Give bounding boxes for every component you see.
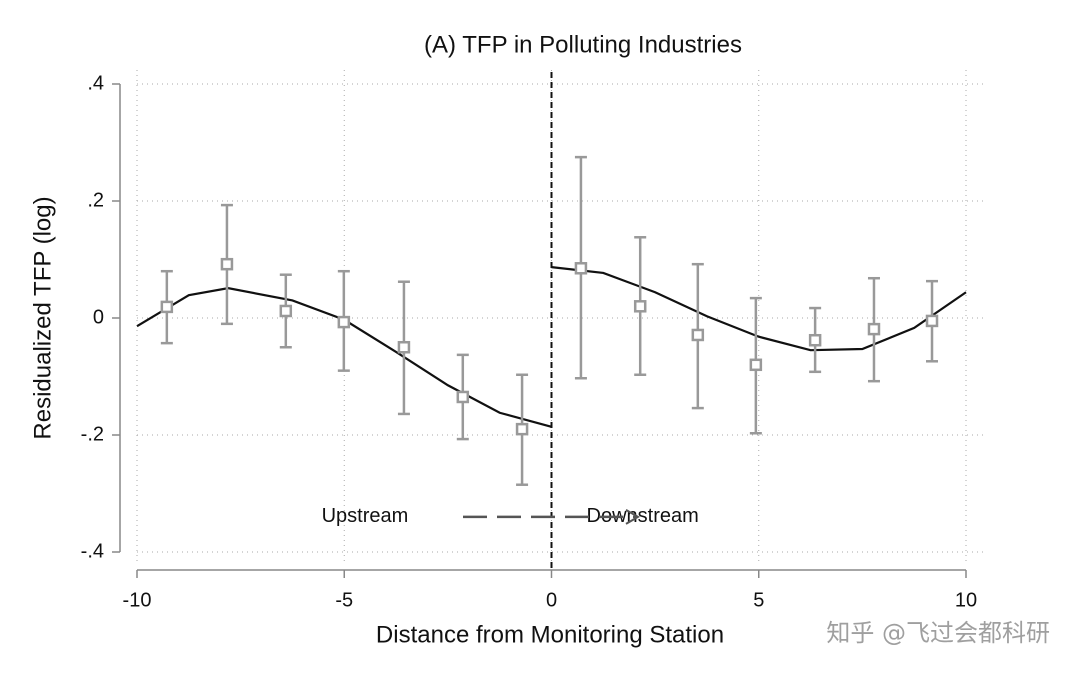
y-axis-title: Residualized TFP (log) bbox=[29, 196, 56, 439]
point bbox=[456, 390, 470, 404]
y-tick-label: .4 bbox=[87, 72, 104, 94]
y-tick-label: .2 bbox=[87, 189, 104, 211]
point bbox=[574, 262, 588, 275]
point bbox=[515, 422, 529, 436]
annotation: Downstream bbox=[587, 505, 699, 527]
point bbox=[220, 257, 234, 271]
x-axis-title: Distance from Monitoring Station bbox=[376, 621, 724, 648]
watermark: 知乎 @飞过会都科研 bbox=[826, 619, 1050, 647]
point bbox=[633, 300, 647, 313]
x-tick-label: 0 bbox=[546, 589, 557, 611]
point bbox=[808, 333, 822, 347]
chart-title: (A) TFP in Polluting Industries bbox=[424, 31, 742, 58]
point bbox=[337, 315, 351, 329]
point bbox=[691, 328, 705, 342]
point bbox=[279, 304, 293, 318]
x-tick-label: -5 bbox=[335, 589, 353, 611]
point bbox=[925, 314, 939, 328]
point bbox=[749, 358, 763, 372]
y-tick-label: -.4 bbox=[81, 540, 104, 562]
point bbox=[397, 341, 411, 354]
x-tick-label: 5 bbox=[753, 589, 764, 611]
annotation: Upstream bbox=[322, 505, 409, 527]
x-tick-label: 10 bbox=[955, 589, 977, 611]
y-tick-label: -.2 bbox=[81, 423, 104, 445]
point bbox=[160, 300, 174, 314]
y-tick-label: 0 bbox=[93, 306, 104, 328]
arrow-head bbox=[625, 509, 640, 525]
fit-line bbox=[551, 266, 967, 352]
point bbox=[867, 322, 881, 336]
x-tick-label: -10 bbox=[123, 589, 152, 611]
